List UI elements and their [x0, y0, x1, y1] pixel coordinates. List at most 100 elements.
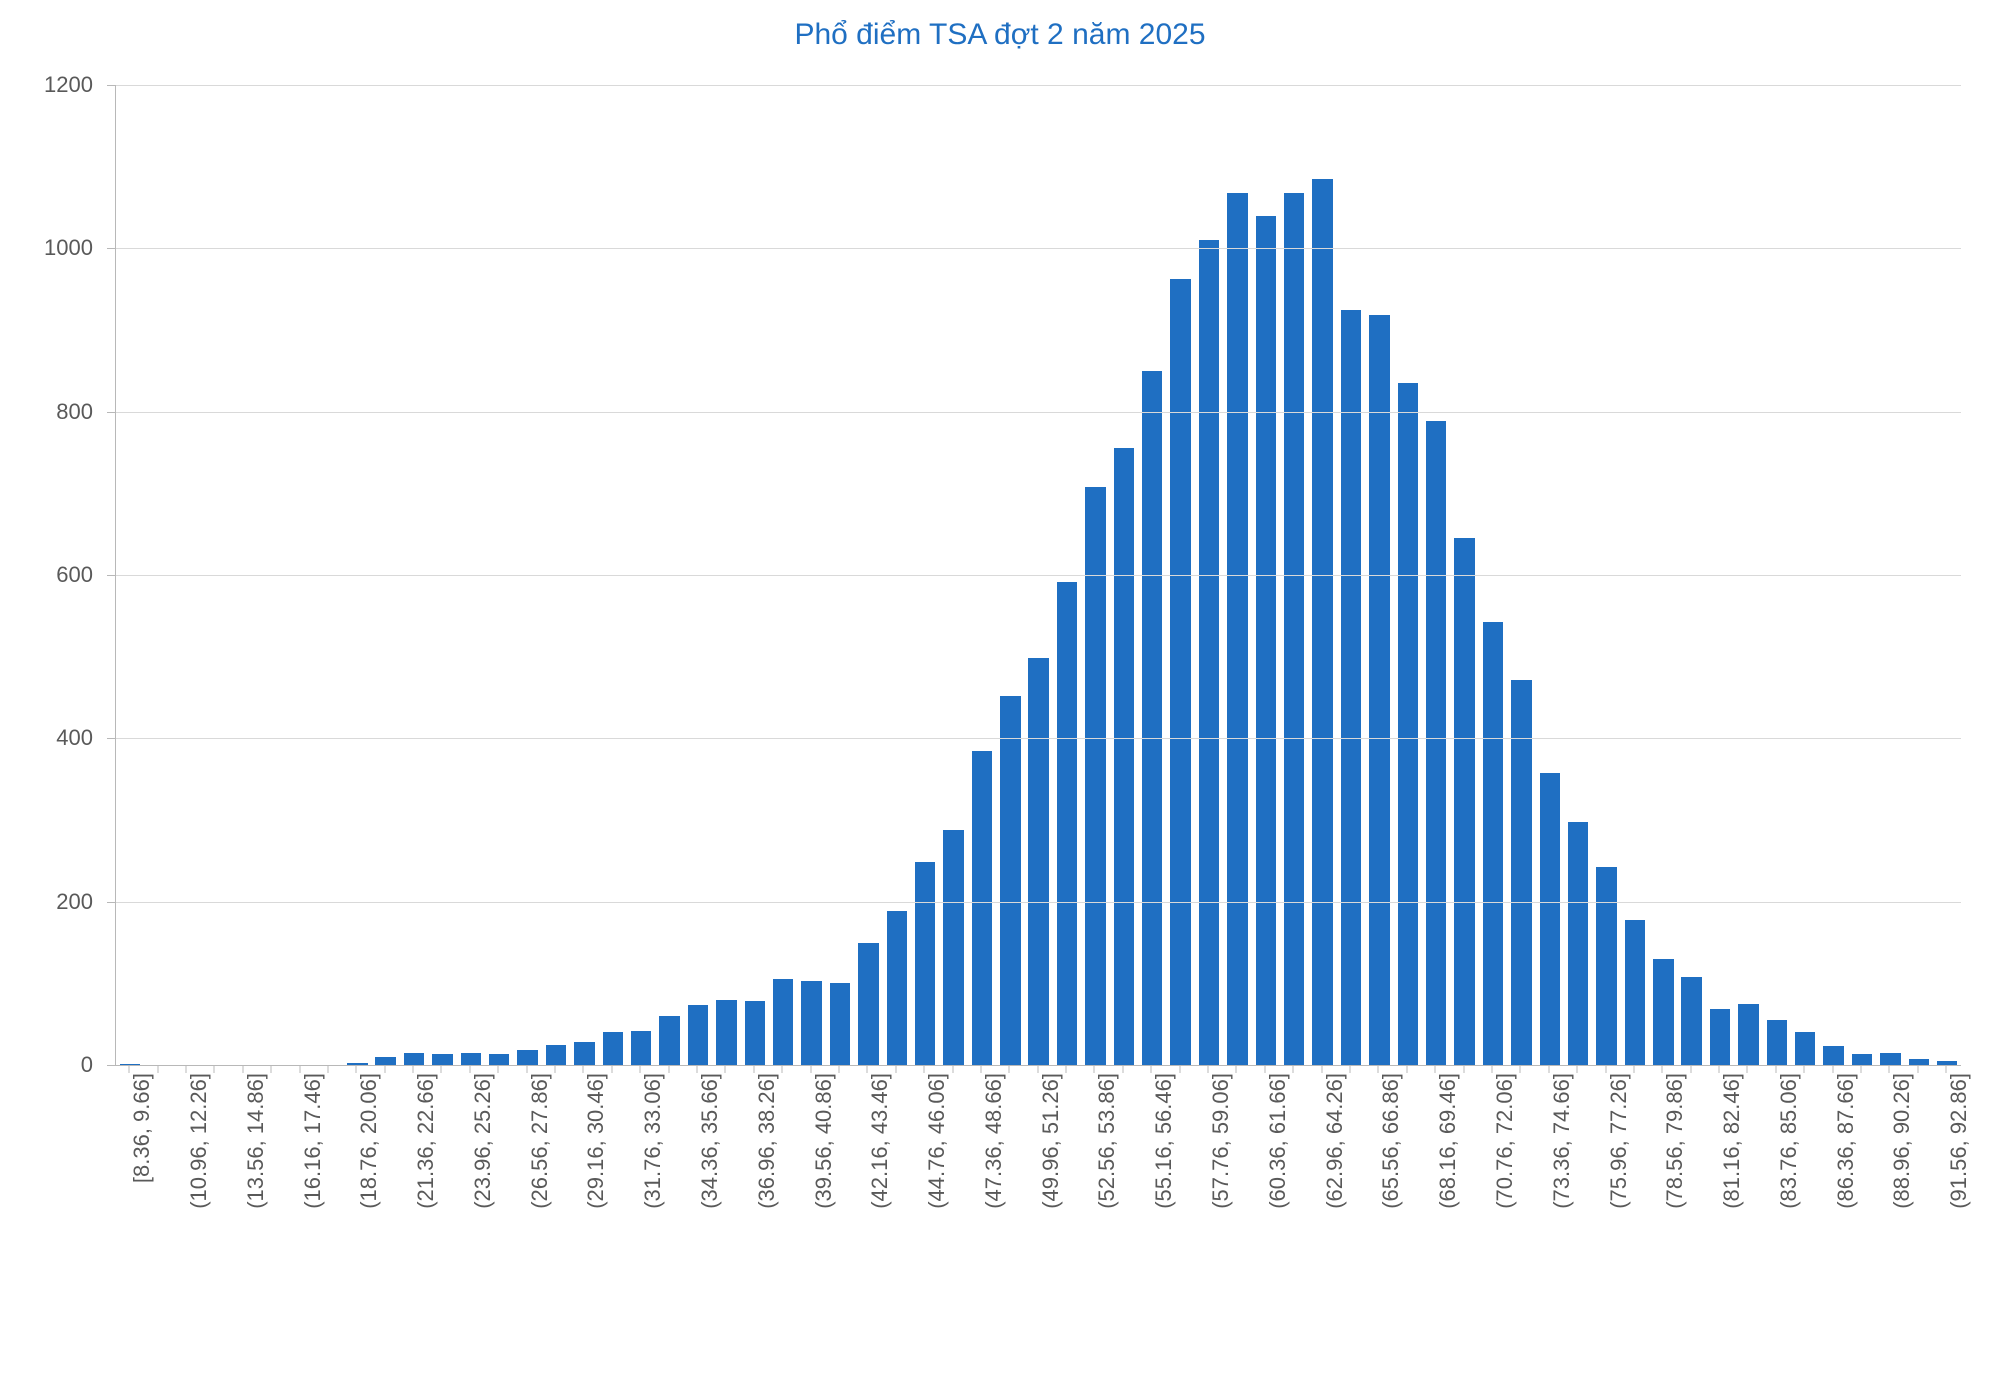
- bar: [972, 751, 992, 1065]
- x-label-slot: [1052, 1065, 1080, 1385]
- bar: [1312, 179, 1332, 1065]
- x-tick: [1349, 1065, 1350, 1073]
- histogram-chart: Phổ điểm TSA đợt 2 năm 2025 020040060080…: [0, 0, 2000, 1396]
- grid-line: [116, 738, 1961, 739]
- x-tick: [810, 1065, 811, 1073]
- bar: [432, 1054, 452, 1065]
- x-tick: [1775, 1065, 1776, 1073]
- bar: [1681, 977, 1701, 1065]
- x-label-slot: (39.56, 40.86]: [796, 1065, 824, 1385]
- x-label-slot: [1733, 1065, 1761, 1385]
- x-label-slot: [1279, 1065, 1307, 1385]
- x-label-slot: (29.16, 30.46]: [569, 1065, 597, 1385]
- x-tick: [1917, 1065, 1918, 1073]
- x-tick: [838, 1065, 839, 1073]
- y-major-tick: [107, 85, 115, 86]
- x-tick: [1094, 1065, 1095, 1073]
- x-label-slot: [1904, 1065, 1932, 1385]
- x-tick: [356, 1065, 357, 1073]
- x-label-slot: (75.96, 77.26]: [1591, 1065, 1619, 1385]
- x-label-slot: (83.76, 85.06]: [1762, 1065, 1790, 1385]
- x-label-slot: (60.36, 61.66]: [1251, 1065, 1279, 1385]
- x-tick: [1577, 1065, 1578, 1073]
- y-major-tick: [107, 248, 115, 249]
- x-tick: [1179, 1065, 1180, 1073]
- y-tick-label: 800: [0, 399, 93, 425]
- x-label-slot: (88.96, 90.26]: [1875, 1065, 1903, 1385]
- y-tick-label: 1200: [0, 72, 93, 98]
- x-tick: [668, 1065, 669, 1073]
- x-label-slot: (70.76, 72.06]: [1478, 1065, 1506, 1385]
- bar: [1114, 448, 1134, 1065]
- x-tick: [583, 1065, 584, 1073]
- x-tick: [1151, 1065, 1152, 1073]
- x-label-slot: (65.56, 66.86]: [1364, 1065, 1392, 1385]
- x-tick: [271, 1065, 272, 1073]
- x-label-slot: (78.56, 79.86]: [1648, 1065, 1676, 1385]
- bar: [1284, 193, 1304, 1065]
- x-tick: [1804, 1065, 1805, 1073]
- bar: [603, 1032, 623, 1065]
- bar: [1341, 310, 1361, 1065]
- x-label-slot: (55.16, 56.46]: [1137, 1065, 1165, 1385]
- x-label-slot: (21.36, 22.66]: [399, 1065, 427, 1385]
- x-tick: [1264, 1065, 1265, 1073]
- bar: [517, 1050, 537, 1065]
- x-tick: [867, 1065, 868, 1073]
- x-tick: [413, 1065, 414, 1073]
- x-tick: [1548, 1065, 1549, 1073]
- x-tick: [924, 1065, 925, 1073]
- x-tick: [1861, 1065, 1862, 1073]
- x-label-slot: [1222, 1065, 1250, 1385]
- y-major-tick: [107, 902, 115, 903]
- bar: [659, 1016, 679, 1065]
- x-tick: [1236, 1065, 1237, 1073]
- x-label-slot: (73.36, 74.66]: [1535, 1065, 1563, 1385]
- x-label-slot: [1165, 1065, 1193, 1385]
- x-label-slot: [882, 1065, 910, 1385]
- bar: [1710, 1009, 1730, 1065]
- bar: [1057, 582, 1077, 1065]
- bar: [1540, 773, 1560, 1065]
- x-label-slot: [143, 1065, 171, 1385]
- x-tick: [214, 1065, 215, 1073]
- x-tick: [1520, 1065, 1521, 1073]
- x-tick: [1491, 1065, 1492, 1073]
- x-tick: [1605, 1065, 1606, 1073]
- x-label-slot: [1109, 1065, 1137, 1385]
- x-label-slot: [1676, 1065, 1704, 1385]
- x-tick: [1321, 1065, 1322, 1073]
- x-tick: [384, 1065, 385, 1073]
- bar: [716, 1000, 736, 1065]
- x-label-slot: (47.36, 48.66]: [967, 1065, 995, 1385]
- x-axis-labels: [8.36, 9.66](10.96, 12.26](13.56, 14.86]…: [115, 1065, 1960, 1385]
- x-label-slot: [825, 1065, 853, 1385]
- bar: [688, 1005, 708, 1065]
- bar: [1085, 487, 1105, 1065]
- x-label-slot: (62.96, 64.26]: [1307, 1065, 1335, 1385]
- x-label-slot: [314, 1065, 342, 1385]
- x-label-slot: (81.16, 82.46]: [1705, 1065, 1733, 1385]
- y-tick-label: 400: [0, 725, 93, 751]
- x-tick: [1690, 1065, 1691, 1073]
- x-tick: [1406, 1065, 1407, 1073]
- x-label-slot: [654, 1065, 682, 1385]
- x-tick: [1463, 1065, 1464, 1073]
- bar: [915, 862, 935, 1065]
- x-tick: [185, 1065, 186, 1073]
- x-label-slot: (44.76, 46.06]: [910, 1065, 938, 1385]
- bar: [1596, 867, 1616, 1065]
- x-label-slot: [768, 1065, 796, 1385]
- x-label-slot: [257, 1065, 285, 1385]
- x-tick: [1122, 1065, 1123, 1073]
- x-tick: [1066, 1065, 1067, 1073]
- bar: [546, 1045, 566, 1065]
- bar: [1256, 216, 1276, 1065]
- bar: [1426, 421, 1446, 1065]
- x-label-slot: [200, 1065, 228, 1385]
- x-label-slot: (57.76, 59.06]: [1194, 1065, 1222, 1385]
- x-tick: [441, 1065, 442, 1073]
- x-label-slot: [1506, 1065, 1534, 1385]
- bar: [1767, 1020, 1787, 1065]
- x-tick: [157, 1065, 158, 1073]
